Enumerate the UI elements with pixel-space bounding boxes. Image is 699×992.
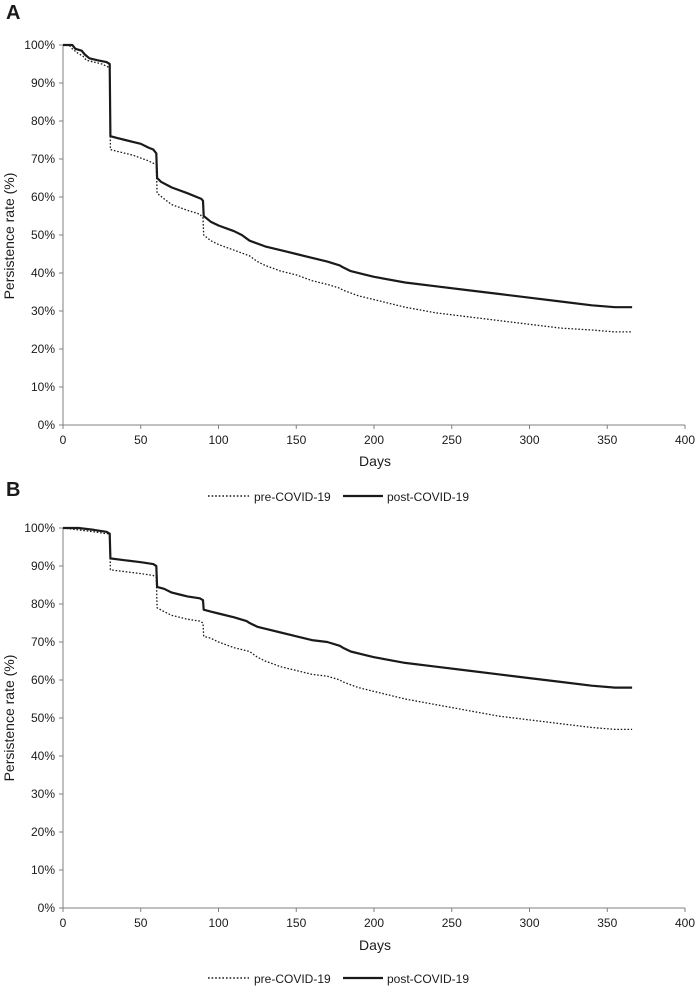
panel-b-letter: B: [6, 479, 20, 501]
panel-b-y-tick-label: 0%: [38, 901, 56, 915]
panel-b-x-tick-label: 300: [519, 916, 539, 930]
panel-a-y-tick-label: 60%: [31, 190, 55, 204]
panel-a-legend-pre-label: pre-COVID-19: [254, 490, 331, 504]
panel-a-letter: A: [6, 2, 20, 24]
panel-a-x-tick-label: 150: [286, 433, 306, 447]
panel-a-series-post-covid: [63, 43, 633, 309]
panel-b-y-tick-label: 100%: [24, 521, 55, 535]
panel-a-x-tick-label: 200: [364, 433, 384, 447]
panel-a-y-tick-label: 80%: [31, 114, 55, 128]
panel-b-x-tick-label: 400: [675, 916, 695, 930]
panel-b: B 0% 10% 20% 30% 40% 50% 60% 70% 80% 90% 100% 0 50 10…: [1, 479, 695, 986]
panel-b-legend-pre-label: pre-COVID-19: [254, 972, 331, 986]
panel-b-y-axis-title: Persistence rate (%): [1, 655, 17, 782]
panel-a-series: [63, 43, 633, 333]
panel-a: A 0% 10% 20% 30% 40% 50% 60% 70% 80% 90% 100% 0 50 10…: [1, 2, 695, 504]
panel-b-ticks: 0% 10% 20% 30% 40% 50% 60% 70% 80% 90% 100% 0 50 100 1…: [24, 521, 695, 930]
panel-b-x-tick-label: 150: [286, 916, 306, 930]
panel-b-x-tick-label: 50: [134, 916, 148, 930]
panel-a-y-tick-label: 40%: [31, 266, 55, 280]
panel-a-y-tick-label: 10%: [31, 380, 55, 394]
panel-b-axes: [62, 528, 685, 909]
panel-b-x-axis-title: Days: [359, 937, 391, 953]
panel-b-x-tick-label: 200: [364, 916, 384, 930]
panel-a-x-tick-label: 350: [597, 433, 617, 447]
panel-a-x-axis-title: Days: [359, 453, 391, 469]
panel-b-x-tick-label: 0: [60, 916, 67, 930]
panel-b-y-tick-label: 60%: [31, 673, 55, 687]
panel-a-y-tick-label: 50%: [31, 228, 55, 242]
panel-a-x-tick-label: 50: [134, 433, 148, 447]
panel-a-y-tick-label: 20%: [31, 342, 55, 356]
panel-a-x-tick-label: 400: [675, 433, 695, 447]
panel-a-x-tick-label: 300: [519, 433, 539, 447]
panel-b-y-tick-label: 70%: [31, 635, 55, 649]
panel-a-y-tick-label: 70%: [31, 152, 55, 166]
panel-b-y-tick-label: 40%: [31, 749, 55, 763]
panel-a-axes: [62, 45, 685, 426]
panel-a-y-tick-label: 100%: [24, 38, 55, 52]
panel-b-legend-post-label: post-COVID-19: [387, 972, 469, 986]
panel-a-y-tick-label: 30%: [31, 304, 55, 318]
panel-b-y-tick-label: 50%: [31, 711, 55, 725]
panel-b-x-tick-label: 350: [597, 916, 617, 930]
panel-a-y-tick-label: 0%: [38, 418, 56, 432]
panel-a-legend-post-label: post-COVID-19: [387, 490, 469, 504]
panel-a-x-tick-label: 250: [442, 433, 462, 447]
panel-b-y-tick-label: 20%: [31, 825, 55, 839]
panel-a-ticks: 0% 10% 20% 30% 40% 50% 60% 70% 80% 90% 100% 0 50 100 1…: [24, 38, 695, 447]
panel-a-series-pre-covid: [63, 44, 633, 333]
panel-a-y-tick-label: 90%: [31, 76, 55, 90]
panel-a-y-axis-title: Persistence rate (%): [1, 173, 17, 300]
panel-b-series: [62, 526, 633, 731]
panel-a-x-tick-label: 0: [60, 433, 67, 447]
panel-b-y-tick-label: 80%: [31, 597, 55, 611]
panel-b-y-tick-label: 10%: [31, 863, 55, 877]
panel-a-legend: pre-COVID-19 post-COVID-19: [208, 490, 469, 504]
panel-b-x-tick-label: 250: [442, 916, 462, 930]
panel-a-x-tick-label: 100: [208, 433, 228, 447]
panel-b-y-tick-label: 30%: [31, 787, 55, 801]
panel-b-series-post-covid: [63, 526, 633, 689]
panel-b-series-pre-covid: [62, 527, 633, 731]
panel-b-legend: pre-COVID-19 post-COVID-19: [208, 972, 469, 986]
panel-b-x-tick-label: 100: [208, 916, 228, 930]
panel-b-y-tick-label: 90%: [31, 559, 55, 573]
